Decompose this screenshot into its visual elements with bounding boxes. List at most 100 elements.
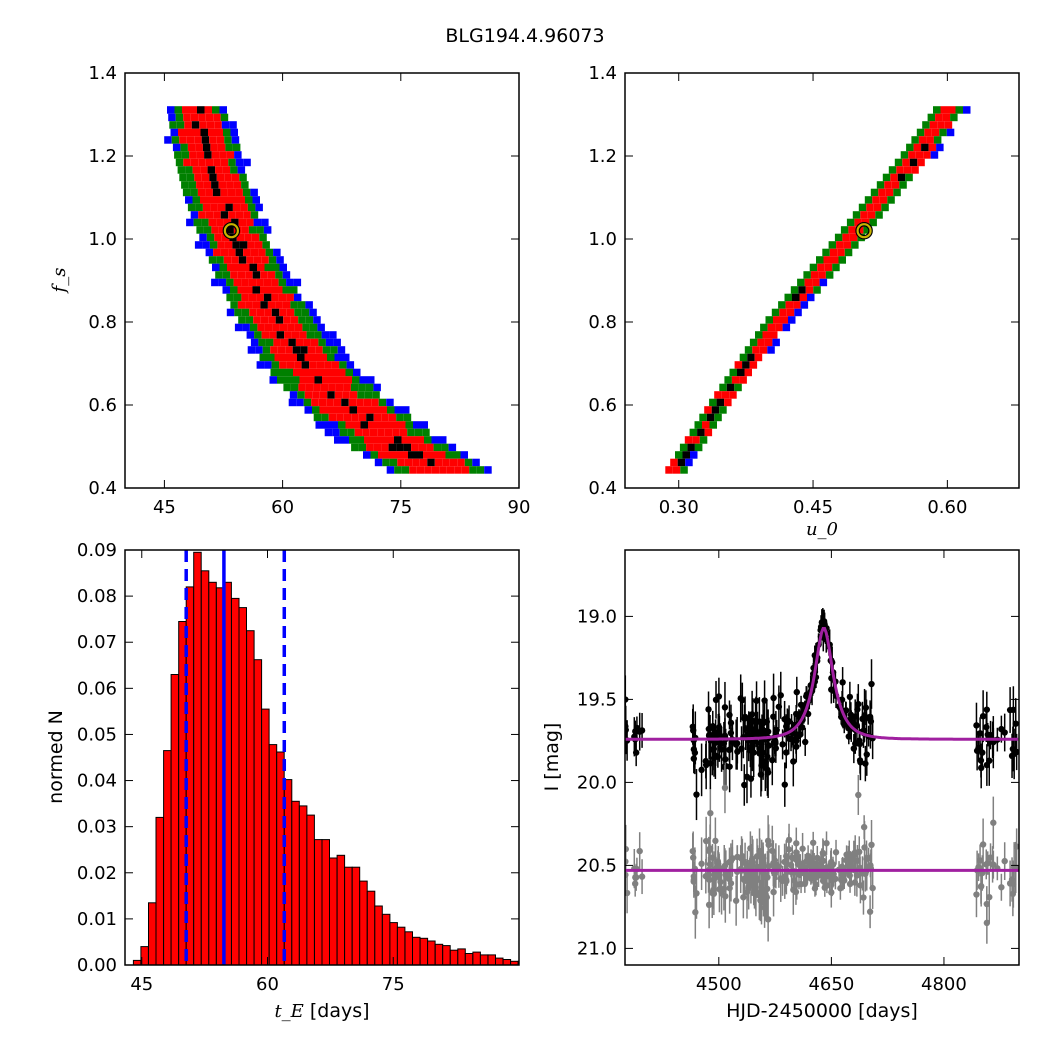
histogram-bar <box>502 959 512 965</box>
fs-te-cell <box>231 136 240 144</box>
fs-te-cell <box>402 406 410 414</box>
fs-te-cell <box>176 121 185 129</box>
fs-u0-cell <box>785 301 794 309</box>
fs-te-cell <box>193 218 202 227</box>
lc-ytick-label: 21.0 <box>577 938 617 959</box>
fs-u0-cell <box>872 196 880 204</box>
fs-te-cell <box>283 383 291 392</box>
fs-te-cell <box>345 421 353 429</box>
fs-te-cell <box>226 226 234 234</box>
fs-u0-cell <box>775 323 783 332</box>
fs-te-cell <box>299 376 307 384</box>
fs-te-cell <box>183 113 191 122</box>
fs-te-cell <box>322 376 330 384</box>
data-point <box>976 730 984 737</box>
residual-point <box>710 890 718 897</box>
fs-u0-cell <box>711 406 720 414</box>
fs-u0-cell <box>793 301 801 309</box>
fs-u0-cell <box>665 466 673 474</box>
fs-te-cell <box>203 181 212 189</box>
fs-te-cell <box>392 428 400 437</box>
fs-u0-cell <box>709 421 717 429</box>
histogram-bar <box>298 805 308 965</box>
data-point <box>868 680 875 688</box>
fs-te-cell <box>342 391 350 399</box>
fs-te-cell <box>405 421 413 429</box>
fs-te-cell <box>227 188 236 197</box>
fs-te-cell <box>285 346 293 354</box>
fs-te-cell <box>365 383 374 392</box>
residual-point <box>868 841 875 849</box>
fs-te-cell <box>381 413 389 422</box>
fs-te-cell <box>232 203 241 212</box>
fs-te-cell <box>375 421 383 429</box>
fs-te-cell <box>363 451 371 459</box>
fs-u0-cell <box>716 398 725 407</box>
fs-te-cell <box>434 458 443 467</box>
fs-te-cell <box>240 203 248 212</box>
fs-te-cell <box>279 361 287 369</box>
residual-point <box>854 857 861 864</box>
fs-u0-cell <box>900 151 909 159</box>
data-point <box>790 758 797 765</box>
residual-point <box>799 845 806 852</box>
fs-te-cell <box>226 293 234 302</box>
fs-te-cell <box>252 196 260 204</box>
fs-te-cell <box>247 346 256 354</box>
fs-te-cell <box>251 233 260 242</box>
fs-u0-cell <box>739 376 747 384</box>
fs-u0-cell <box>819 278 828 287</box>
fs-te-cell <box>234 308 242 317</box>
fs-te-cell <box>202 143 211 152</box>
fs-te-cell <box>246 218 254 227</box>
fs-te-cell <box>201 173 210 182</box>
hist-ytick-label: 0.03 <box>77 817 117 838</box>
fs-te-cell <box>245 301 253 309</box>
fs-te-cell <box>388 443 397 452</box>
fs-u0-cell <box>709 398 717 407</box>
lc-ytick-label: 19.5 <box>577 689 617 710</box>
fs-te-cell <box>264 263 272 272</box>
data-point <box>706 731 713 738</box>
fs-te-cell <box>353 421 361 429</box>
residual-point <box>983 919 991 927</box>
fs-te-cell <box>401 466 410 474</box>
fs-te-cell <box>290 316 299 324</box>
fs-te-cell <box>269 331 277 339</box>
histogram-bar <box>541 963 549 965</box>
fs-u0-cell <box>867 211 876 219</box>
fs-te-cell <box>184 121 192 129</box>
fs-te-cell <box>351 443 359 452</box>
histogram-bar <box>487 954 496 965</box>
fs-te-cell <box>218 278 227 287</box>
fs-u0-cell <box>908 151 916 159</box>
residual-point <box>770 888 777 896</box>
residual-point <box>819 857 827 865</box>
fs-u0-ytick-label: 0.4 <box>588 478 617 499</box>
fs-u0-cell <box>780 316 788 324</box>
fs-te-cell <box>285 368 293 377</box>
fs-u0-cell <box>834 233 843 242</box>
fs-te-cell <box>315 421 323 429</box>
fs-te-ytick-label: 0.6 <box>88 395 117 416</box>
fs-te-cell <box>327 406 335 414</box>
fs-te-cell <box>210 143 218 152</box>
fs-te-cell <box>279 323 288 332</box>
fs-u0-cell <box>858 203 867 212</box>
fs-te-cell <box>232 143 241 152</box>
hist-ytick-label: 0.07 <box>77 632 117 653</box>
fs-te-cell <box>396 413 404 422</box>
fs-u0-cell <box>729 391 737 399</box>
fs-te-cell <box>282 353 290 362</box>
residual-point <box>709 854 716 861</box>
fs-te-cell <box>382 458 390 467</box>
data-point <box>759 749 766 756</box>
histogram-bar <box>404 931 413 965</box>
fs-te-cell <box>262 241 270 249</box>
fs-te-cell <box>449 458 458 467</box>
fs-te-cell <box>349 391 358 399</box>
fs-te-cell <box>358 413 367 422</box>
fs-te-cell <box>246 331 255 339</box>
fs-te-cell <box>294 361 302 369</box>
histogram-bar <box>321 839 330 965</box>
